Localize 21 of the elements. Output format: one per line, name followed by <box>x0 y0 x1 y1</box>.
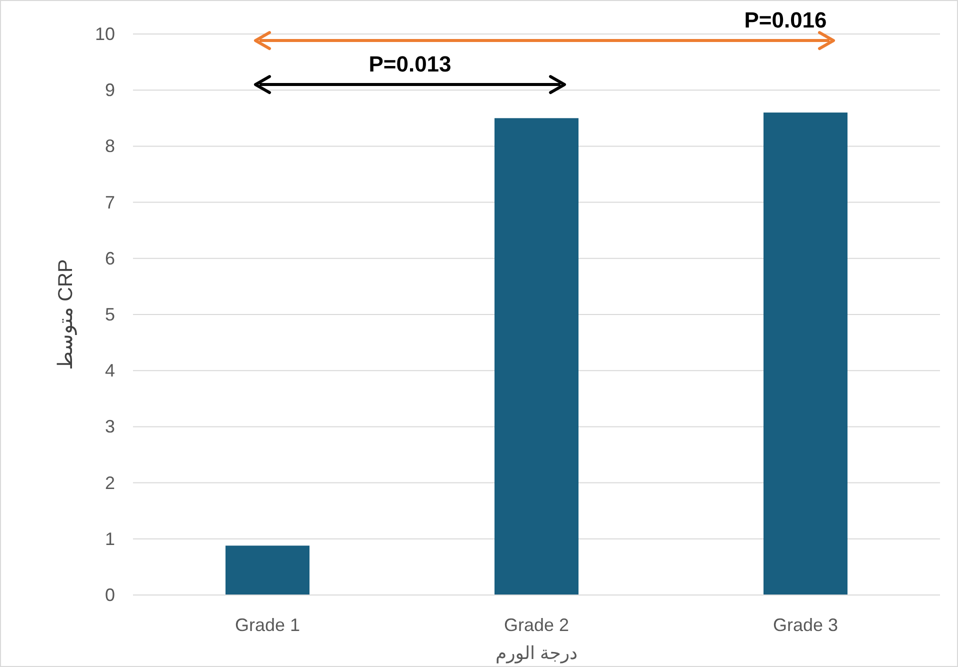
bar <box>226 546 310 595</box>
y-tick-label: 0 <box>104 585 115 605</box>
y-tick-label: 2 <box>104 472 115 493</box>
bar <box>494 118 578 595</box>
y-tick-label: 6 <box>104 248 115 268</box>
y-tick-label: 8 <box>104 136 115 156</box>
bar <box>764 112 848 595</box>
y-tick-label: 9 <box>104 80 115 100</box>
y-tick-label: 7 <box>104 192 115 212</box>
y-tick-label: 1 <box>104 528 115 549</box>
x-tick-label: Grade 3 <box>772 615 838 635</box>
y-tick-label: 4 <box>104 360 115 381</box>
y-tick-label: 3 <box>104 416 115 437</box>
x-axis-title: درجة الورم <box>495 643 578 664</box>
text: P=0.016 <box>744 8 827 33</box>
x-tick-label: Grade 2 <box>504 615 570 635</box>
y-tick-label: 10 <box>94 24 115 44</box>
x-tick-label: Grade 1 <box>234 615 300 635</box>
y-axis-title: متوسط CRP <box>55 259 77 370</box>
annotation: P=0.013 <box>368 52 452 77</box>
y-tick-label: 5 <box>104 304 115 324</box>
